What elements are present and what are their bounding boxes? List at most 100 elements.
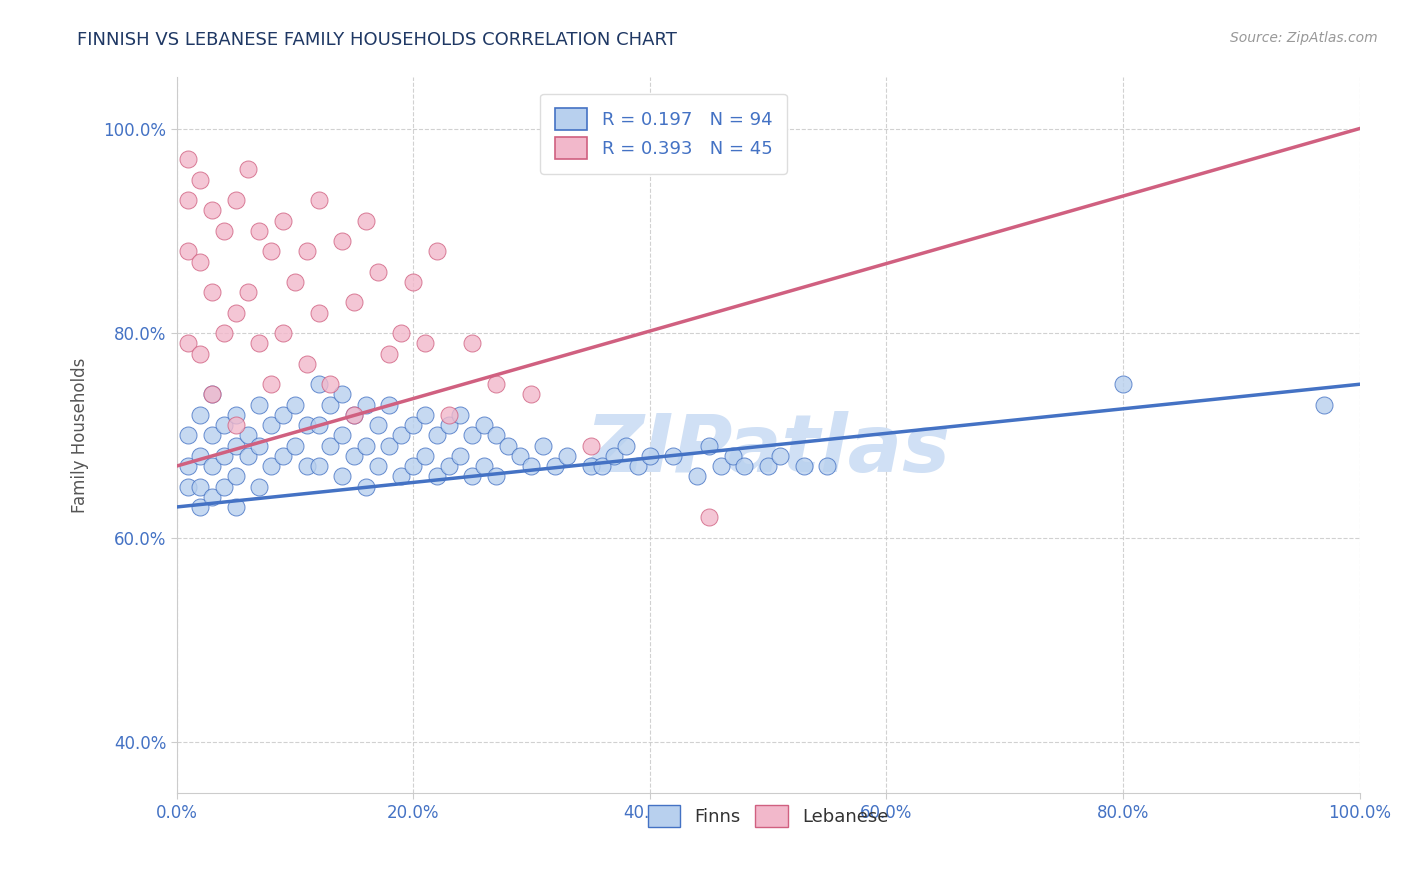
- Point: [319, 439, 342, 453]
- Point: [260, 459, 283, 474]
- Text: Source: ZipAtlas.com: Source: ZipAtlas.com: [1230, 31, 1378, 45]
- Point: [225, 439, 247, 453]
- Point: [343, 408, 366, 422]
- Point: [389, 326, 412, 340]
- Point: [201, 490, 224, 504]
- Point: [271, 213, 294, 227]
- Point: [177, 153, 200, 167]
- Point: [496, 439, 519, 453]
- Point: [225, 418, 247, 433]
- Point: [260, 418, 283, 433]
- Point: [520, 387, 543, 401]
- Point: [686, 469, 709, 483]
- Point: [295, 244, 318, 259]
- Point: [389, 428, 412, 442]
- Point: [212, 479, 235, 493]
- Point: [247, 479, 270, 493]
- Point: [225, 500, 247, 514]
- Point: [426, 428, 449, 442]
- Point: [354, 479, 377, 493]
- Point: [247, 398, 270, 412]
- Point: [284, 439, 307, 453]
- Point: [520, 459, 543, 474]
- Point: [437, 418, 460, 433]
- Point: [614, 439, 637, 453]
- Point: [402, 459, 425, 474]
- Point: [627, 459, 650, 474]
- Point: [319, 398, 342, 412]
- Point: [354, 213, 377, 227]
- Point: [378, 346, 401, 360]
- Point: [319, 377, 342, 392]
- Point: [260, 244, 283, 259]
- Point: [426, 244, 449, 259]
- Point: [212, 449, 235, 463]
- Point: [308, 306, 330, 320]
- Point: [177, 459, 200, 474]
- Point: [733, 459, 755, 474]
- Point: [295, 418, 318, 433]
- Point: [555, 449, 578, 463]
- Point: [367, 418, 389, 433]
- Point: [531, 439, 554, 453]
- Point: [792, 459, 814, 474]
- Point: [485, 469, 508, 483]
- Point: [177, 193, 200, 207]
- Point: [354, 398, 377, 412]
- Point: [603, 449, 626, 463]
- Point: [247, 224, 270, 238]
- Point: [1313, 398, 1336, 412]
- Point: [308, 193, 330, 207]
- Point: [769, 449, 792, 463]
- Point: [201, 387, 224, 401]
- Point: [413, 408, 436, 422]
- Point: [1112, 377, 1135, 392]
- Point: [225, 408, 247, 422]
- Point: [710, 459, 733, 474]
- Point: [378, 398, 401, 412]
- Point: [177, 479, 200, 493]
- Point: [284, 275, 307, 289]
- Point: [389, 469, 412, 483]
- Point: [201, 459, 224, 474]
- Point: [343, 295, 366, 310]
- Point: [236, 285, 259, 300]
- Point: [212, 326, 235, 340]
- Legend: Finns, Lebanese: Finns, Lebanese: [640, 798, 896, 834]
- Text: FINNISH VS LEBANESE FAMILY HOUSEHOLDS CORRELATION CHART: FINNISH VS LEBANESE FAMILY HOUSEHOLDS CO…: [77, 31, 678, 49]
- Point: [188, 172, 211, 186]
- Point: [188, 500, 211, 514]
- Point: [591, 459, 613, 474]
- Point: [188, 408, 211, 422]
- Point: [449, 449, 471, 463]
- Point: [188, 254, 211, 268]
- Point: [295, 357, 318, 371]
- Point: [449, 408, 471, 422]
- Point: [638, 449, 661, 463]
- Point: [236, 449, 259, 463]
- Point: [177, 244, 200, 259]
- Point: [579, 459, 602, 474]
- Point: [413, 449, 436, 463]
- Point: [247, 336, 270, 351]
- Point: [472, 459, 495, 474]
- Point: [472, 418, 495, 433]
- Point: [188, 346, 211, 360]
- Point: [284, 398, 307, 412]
- Point: [461, 336, 484, 351]
- Point: [201, 428, 224, 442]
- Point: [354, 439, 377, 453]
- Point: [225, 306, 247, 320]
- Point: [426, 469, 449, 483]
- Point: [579, 439, 602, 453]
- Point: [437, 408, 460, 422]
- Point: [236, 162, 259, 177]
- Point: [201, 203, 224, 218]
- Point: [177, 428, 200, 442]
- Point: [437, 459, 460, 474]
- Point: [188, 449, 211, 463]
- Point: [177, 336, 200, 351]
- Point: [402, 275, 425, 289]
- Point: [188, 479, 211, 493]
- Point: [461, 428, 484, 442]
